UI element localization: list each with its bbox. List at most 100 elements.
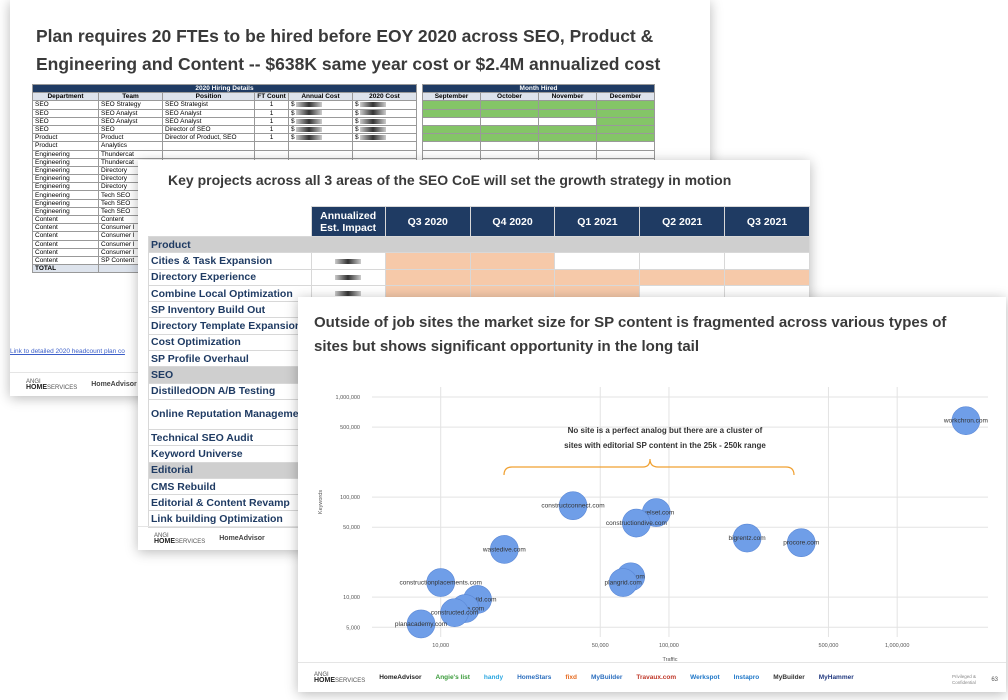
redacted-value [296, 102, 323, 108]
y-tick-label: 100,000 [340, 495, 360, 501]
market-size-title: Outside of job sites the market size for… [314, 314, 947, 355]
data-point [440, 598, 469, 627]
brand-logo: MyBuilder [773, 674, 805, 681]
x-tick-label: 10,000 [432, 643, 449, 649]
confidential-label: Privileged & Confidential [951, 674, 976, 685]
quarter-header: Q2 2021 [639, 206, 726, 237]
x-tick-label: 100,000 [659, 643, 679, 649]
data-point [490, 535, 519, 564]
column-header: September [422, 92, 481, 102]
column-header: Department [32, 92, 99, 102]
table-row: Engineering Thundercat [32, 149, 655, 159]
data-point [622, 508, 651, 538]
redacted-value [296, 110, 323, 116]
cluster-bracket [503, 458, 795, 476]
column-header: October [480, 92, 539, 102]
brand-logo: HomeStars [517, 674, 552, 681]
market-size-slide: Outside of job sites the market size for… [298, 297, 1006, 692]
data-point-label: levelset.com [638, 510, 674, 517]
y-tick-label: 500,000 [340, 425, 360, 431]
table-row: SEO SEO Strategy SEO Strategist 1 $ $ [32, 100, 655, 110]
brand-logo: handy [483, 674, 504, 681]
x-axis-label: Traffic [663, 657, 678, 663]
data-point [608, 568, 638, 597]
data-point [951, 406, 981, 435]
project-row: Directory Experience [148, 268, 810, 286]
x-tick-label: 500,000 [819, 643, 839, 649]
section-row: Product [148, 235, 810, 254]
table-row: SEO SEO Analyst SEO Analyst 1 $ $ [32, 108, 655, 118]
redacted-value [360, 118, 387, 124]
project-row: Cities & Task Expansion [148, 252, 810, 270]
data-point-label: constructiondive.com [606, 520, 667, 527]
data-point-label: constructconnect.com [541, 503, 604, 510]
data-point-label: constructionplacements.com [400, 580, 482, 587]
slide3-footer: ANGI HOMESERVICES HomeAdvisor Angie's lis… [298, 662, 1006, 692]
quarter-header: Annualized Est. Impact [310, 206, 386, 237]
data-point [426, 568, 456, 597]
data-point-label: plangrid.com [605, 580, 642, 587]
market-scatter-chart: 10,000 50,000 100,000 500,000 1,000,000 5,000… [318, 387, 988, 663]
quarter-header: Q4 2020 [469, 206, 556, 237]
hiring-plan-title: Plan requires 20 FTEs to be hired before… [36, 26, 661, 74]
cluster-annotation: No site is a perfect analog but there ar… [564, 426, 766, 450]
brand-logo: MyHammer [818, 674, 854, 681]
table-row: SEO SEO Analyst SEO Analyst 1 $ $ [32, 116, 655, 126]
y-tick-label: 10,000 [343, 595, 360, 601]
redacted-value [360, 102, 387, 108]
month-group-header: Month Hired [422, 83, 655, 94]
homeadvisor-logo: HomeAdvisor [91, 381, 137, 388]
data-point [786, 528, 816, 558]
column-header: November [538, 92, 597, 102]
quarter-header: Q1 2021 [554, 206, 641, 237]
data-point-label: workchron.com [943, 418, 988, 425]
brand-logo: HomeAdvisor [379, 674, 422, 681]
data-point-label: bigrentz.com [728, 535, 765, 542]
hiring-group-header: 2020 Hiring Details [32, 83, 417, 94]
redacted-value [335, 258, 362, 264]
angi-logo: ANGI HOMESERVICES [26, 378, 78, 391]
key-projects-title: Key projects across all 3 areas of the S… [168, 172, 732, 188]
redacted-value [335, 291, 362, 297]
data-point-label: letsbuild.com [459, 596, 497, 603]
column-header: Annual Cost [288, 92, 353, 102]
quarter-header: Q3 2021 [724, 206, 810, 237]
homeadvisor-logo: HomeAdvisor [219, 535, 265, 542]
data-point [406, 609, 436, 639]
angi-logo: ANGI HOMESERVICES [314, 671, 366, 684]
y-tick-label: 5,000 [346, 625, 360, 631]
brand-logo: Instapro [733, 674, 760, 681]
y-tick-label: 50,000 [343, 525, 360, 531]
brand-logo: fixd [565, 674, 577, 681]
brand-logo: Travaux.com [636, 674, 677, 681]
column-header: December [596, 92, 655, 102]
table-row: Product Product Director of Product, SEO 1 $… [32, 133, 655, 143]
table-row: SEO SEO Director of SEO 1 $ $ [32, 124, 655, 135]
redacted-value [360, 110, 387, 116]
x-tick-label: 50,000 [592, 643, 609, 649]
column-header: Team [98, 92, 163, 102]
angi-logo: ANGI HOMESERVICES [154, 532, 206, 545]
brand-logo: MyBuilder [590, 674, 623, 681]
redacted-value [360, 126, 387, 132]
y-axis-label: Keywords [318, 490, 324, 514]
brand-logo: Angie's list [435, 674, 470, 681]
data-point-label: planacademy.com [395, 621, 447, 628]
data-point [732, 523, 762, 553]
data-point [558, 491, 588, 521]
column-header: FT Count [254, 92, 289, 102]
brand-logo: Werkspot [690, 674, 720, 681]
quarter-header: Q3 2020 [384, 206, 471, 237]
redacted-value [335, 274, 362, 280]
redacted-value [360, 135, 387, 140]
redacted-value [296, 135, 323, 140]
column-header: 2020 Cost [352, 92, 417, 102]
redacted-value [296, 118, 323, 124]
x-tick-label: 1,000,000 [885, 643, 909, 649]
table-row: Product Analytics [32, 141, 655, 151]
page-number: 63 [991, 677, 998, 683]
data-point-label: wastedive.com [482, 546, 526, 553]
data-point-label: procore.com [783, 540, 819, 547]
headcount-plan-link[interactable]: Link to detailed 2020 headcount plan co [10, 348, 125, 355]
y-tick-label: 1,000,000 [336, 395, 360, 401]
